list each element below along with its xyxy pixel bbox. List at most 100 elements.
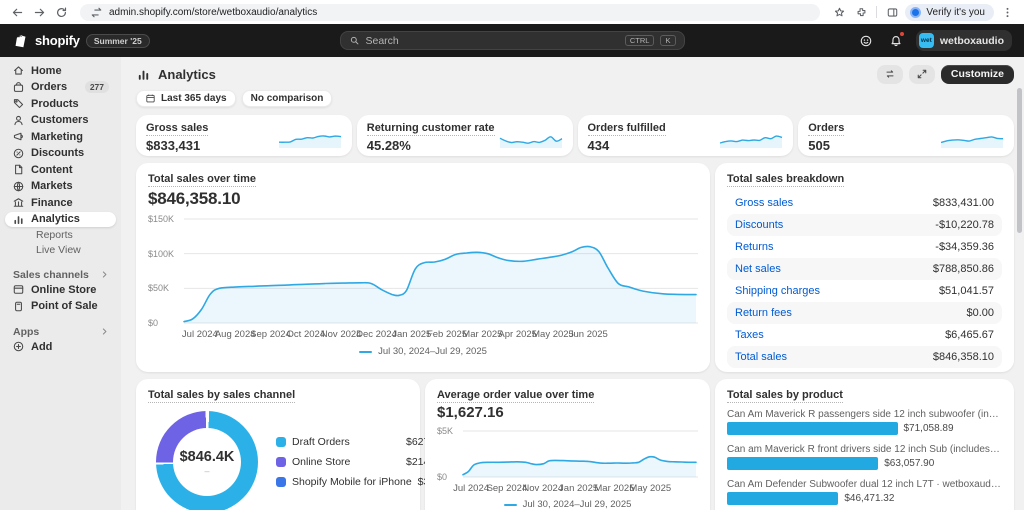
breakdown-metric-value: -$10,220.78 <box>935 219 994 231</box>
kpi-label[interactable]: Orders fulfilled <box>587 122 666 136</box>
sidebar-item-marketing[interactable]: Marketing <box>5 129 116 145</box>
search-icon <box>350 36 358 45</box>
bookmark-star-icon[interactable] <box>830 3 848 21</box>
sidebar-item-point-of-sale[interactable]: Point of Sale <box>5 299 116 315</box>
analytics-page-icon <box>138 70 149 80</box>
breakdown-metric-link[interactable]: Returns <box>735 241 774 253</box>
verify-its-you-button[interactable]: Verify it's you <box>905 3 994 21</box>
legend-swatch <box>276 477 286 487</box>
total-sales-over-time-card: Total sales over time $846,358.10 $0 $50K… <box>136 163 710 372</box>
sidebar-item-add[interactable]: Add <box>5 339 116 355</box>
breakdown-metric-link[interactable]: Shipping charges <box>735 285 821 297</box>
aov-x-axis: Jul 2024 Sep 2024 Nov 2024 Jan 2025 Mar 2025… <box>437 483 698 495</box>
sidekick-icon[interactable] <box>856 31 876 51</box>
browser-address-bar[interactable]: admin.shopify.com/store/wetboxaudio/anal… <box>80 3 821 21</box>
product-value: $71,058.89 <box>903 423 954 434</box>
site-settings-icon[interactable] <box>90 6 103 19</box>
sidebar-item-label: Finance <box>31 196 73 209</box>
sidebar-item-orders[interactable]: Orders 277 <box>5 80 116 96</box>
x-axis-tick: Aug 2024 <box>214 329 256 340</box>
browser-reload-icon[interactable] <box>52 3 70 21</box>
admin-top-bar: shopify Summer '25 Search CTRL K wet wet… <box>0 24 1024 57</box>
refresh-layout-button[interactable] <box>876 64 903 84</box>
breakdown-row-gross-sales: Gross sales $833,431.00 <box>727 192 1002 214</box>
sidebar-section-sales-channels[interactable]: Sales channels <box>0 267 121 282</box>
page-scrollbar-thumb[interactable] <box>1017 88 1022 233</box>
breakdown-metric-link[interactable]: Discounts <box>735 219 784 231</box>
sidebar-item-online-store[interactable]: Online Store <box>5 282 116 298</box>
breakdown-metric-link[interactable]: Net sales <box>735 263 781 275</box>
side-panel-icon[interactable] <box>883 3 901 21</box>
sidebar-subitem-reports[interactable]: Reports <box>36 229 73 242</box>
browser-menu-icon[interactable] <box>998 3 1016 21</box>
sidebar-item-content[interactable]: Content <box>5 162 116 178</box>
expand-button[interactable] <box>908 64 935 84</box>
sidebar-item-label: Online Store <box>31 283 97 296</box>
channel-legend-item-draft-orders: Draft Orders$627.8K <box>276 436 445 448</box>
sidebar-nav: Home Orders 277 Products Customers Marketing D… <box>0 57 121 510</box>
total-sales-chart-title[interactable]: Total sales over time <box>148 173 257 187</box>
product-name: Can Am Maverick R passengers side 12 inc… <box>727 409 1002 420</box>
y-axis-tick: $50K <box>148 283 170 294</box>
product-name: Can am Maverick R front drivers side 12 … <box>727 444 1002 455</box>
channel-chart-title[interactable]: Total sales by sales channel <box>148 389 296 403</box>
breakdown-metric-link[interactable]: Return fees <box>735 307 792 319</box>
date-range-filter-button[interactable]: Last 365 days <box>136 90 236 107</box>
x-axis-tick: May 2025 <box>629 483 672 494</box>
admin-search-input[interactable]: Search CTRL K <box>339 31 685 50</box>
browser-back-icon[interactable] <box>8 3 26 21</box>
release-badge: Summer '25 <box>85 33 150 48</box>
finance-icon <box>12 196 25 209</box>
product-bar-row: Can Am Maverick R passengers side 12 inc… <box>727 409 1002 435</box>
breakdown-metric-link[interactable]: Gross sales <box>735 197 794 209</box>
breakdown-title[interactable]: Total sales breakdown <box>727 173 845 187</box>
sidebar-item-label: Markets <box>31 180 73 193</box>
x-axis-tick: Nov 2024 <box>522 483 564 494</box>
x-axis-tick: May 2025 <box>532 329 574 340</box>
sidebar-item-finance[interactable]: Finance <box>5 195 116 211</box>
breakdown-metric-link[interactable]: Total sales <box>735 351 787 363</box>
kpi-sparkline <box>940 136 1004 148</box>
sidebar-item-products[interactable]: Products <box>5 96 116 112</box>
toolbar-divider <box>876 6 878 18</box>
kpi-card-orders-fulfilled: Orders fulfilled 434 <box>577 115 794 156</box>
chevron-right-icon <box>102 271 107 278</box>
shortcut-k-key: K <box>660 34 676 47</box>
aov-value: $1,627.16 <box>437 404 504 421</box>
account-menu[interactable]: wet wetboxaudio <box>915 30 1012 51</box>
product-value: $63,057.90 <box>884 458 935 469</box>
home-icon <box>12 64 25 77</box>
y-axis-tick: $100K <box>148 248 175 259</box>
channel-legend-item-online-store: Online Store$214.7K <box>276 456 445 468</box>
sidebar-item-label: Content <box>31 163 73 176</box>
sidebar-section-apps[interactable]: Apps <box>0 324 121 339</box>
notifications-bell-icon[interactable] <box>886 30 906 51</box>
channel-name: Online Store <box>292 456 351 468</box>
sidebar-item-analytics[interactable]: Analytics <box>5 211 116 227</box>
kpi-value: 505 <box>808 138 830 153</box>
sidebar-item-discounts[interactable]: Discounts <box>5 146 116 162</box>
shopify-logo[interactable]: shopify Summer '25 <box>12 32 252 49</box>
comparison-filter-button[interactable]: No comparison <box>241 90 333 107</box>
sidebar-subitem-live-view[interactable]: Live View <box>36 243 81 256</box>
legend-swatch <box>276 457 286 467</box>
kpi-label[interactable]: Gross sales <box>146 122 209 136</box>
customize-button[interactable]: Customize <box>940 64 1014 84</box>
sidebar-item-customers[interactable]: Customers <box>5 113 116 129</box>
kpi-label[interactable]: Orders <box>808 122 845 136</box>
average-order-value-card: Average order value over time $1,627.16 … <box>425 379 710 510</box>
breakdown-metric-link[interactable]: Taxes <box>735 329 764 341</box>
online-store-icon <box>12 283 25 296</box>
sidebar-item-markets[interactable]: Markets <box>5 179 116 195</box>
channel-legend: Draft Orders$627.8K Online Store$214.7K Sh… <box>276 436 445 488</box>
browser-forward-icon[interactable] <box>30 3 48 21</box>
extensions-icon[interactable] <box>852 3 870 21</box>
product-chart-title[interactable]: Total sales by product <box>727 389 843 403</box>
sidebar-item-home[interactable]: Home <box>5 63 116 79</box>
point-of-sale-icon <box>12 300 25 313</box>
legend-label: Jul 30, 2024–Jul 29, 2025 <box>378 346 487 357</box>
product-bar-row: Can am Maverick R front drivers side 12 … <box>727 444 1002 470</box>
breakdown-metric-value: -$34,359.36 <box>935 241 994 253</box>
aov-chart-title[interactable]: Average order value over time <box>437 389 595 403</box>
kpi-label[interactable]: Returning customer rate <box>366 122 495 136</box>
